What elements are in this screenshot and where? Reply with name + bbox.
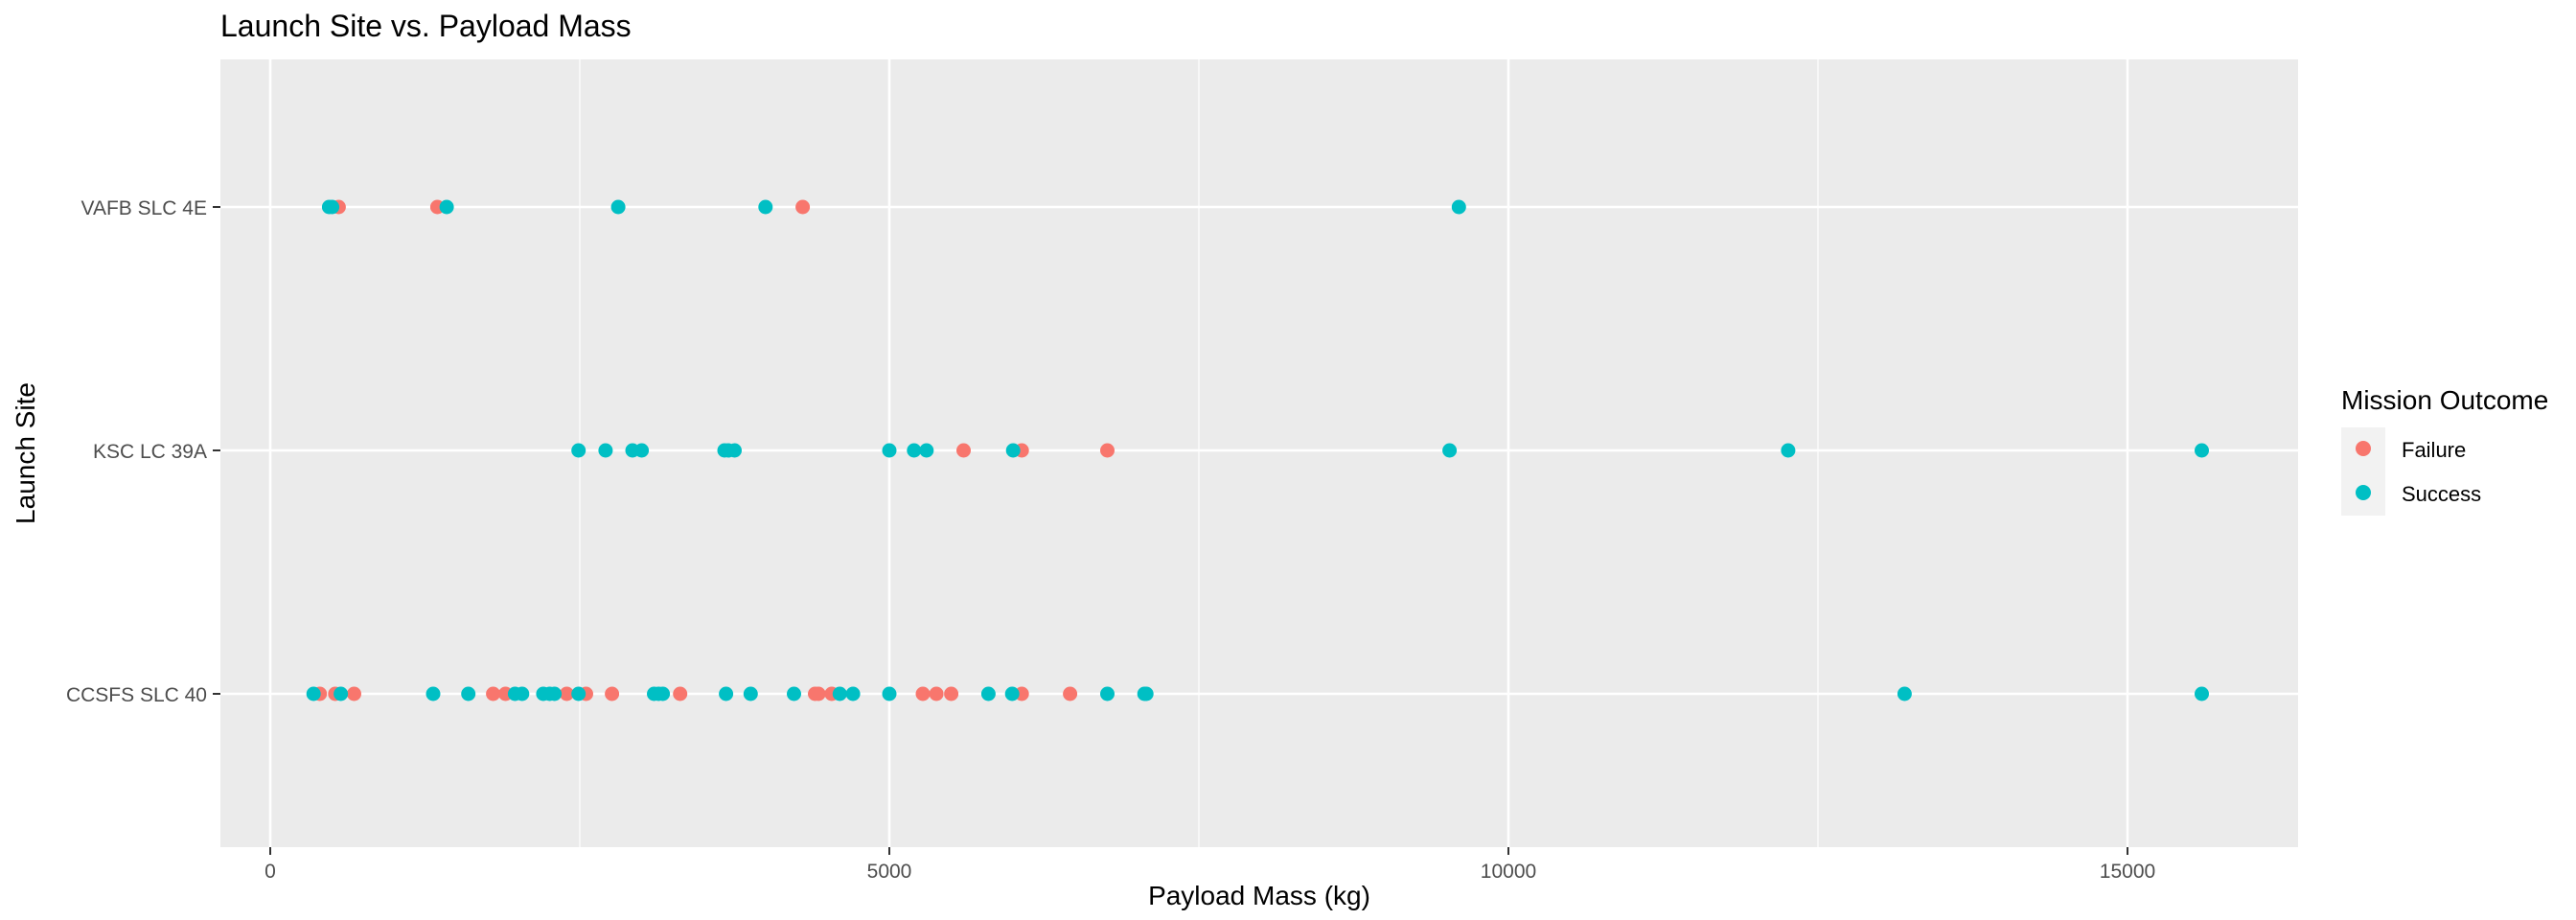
data-point-success — [907, 443, 922, 458]
data-point-failure — [956, 443, 971, 458]
legend-success-swatch — [2356, 485, 2371, 500]
data-point-success — [1442, 443, 1458, 458]
chart-title: Launch Site vs. Payload Mass — [220, 9, 632, 43]
data-point-success — [598, 443, 613, 458]
data-point-success — [832, 686, 847, 702]
data-point-success — [634, 443, 650, 458]
plot-panel — [220, 59, 2298, 847]
legend: Mission Outcome Failure Success — [2341, 385, 2548, 516]
data-point-failure — [811, 686, 826, 702]
data-point-failure — [1100, 443, 1115, 458]
data-point-failure — [559, 686, 574, 702]
x-tick-label: 15000 — [2100, 861, 2155, 883]
data-point-success — [1100, 686, 1115, 702]
data-point-success — [439, 199, 454, 215]
data-point-success — [2195, 686, 2209, 702]
data-point-success — [845, 686, 861, 702]
data-point-failure — [795, 199, 811, 215]
data-point-failure — [605, 686, 620, 702]
data-point-success — [610, 199, 626, 215]
data-point-success — [980, 686, 996, 702]
legend-title: Mission Outcome — [2341, 385, 2548, 415]
x-tick-label: 5000 — [867, 861, 912, 883]
data-point-success — [1897, 686, 1912, 702]
data-point-success — [334, 686, 349, 702]
data-point-failure — [347, 686, 361, 702]
data-point-success — [325, 199, 340, 215]
data-point-success — [919, 443, 934, 458]
y-tick-label: KSC LC 39A — [93, 441, 207, 463]
legend-key-bg — [2341, 427, 2385, 516]
data-point-success — [882, 686, 897, 702]
data-point-success — [1004, 686, 1020, 702]
data-point-success — [461, 686, 476, 702]
x-tick-label: 10000 — [1481, 861, 1536, 883]
x-tick-label: 0 — [264, 861, 276, 883]
legend-failure-label: Failure — [2402, 438, 2466, 462]
data-point-success — [743, 686, 758, 702]
data-point-success — [515, 686, 530, 702]
axes: 0 5000 10000 15000 CCSFS SLC 40 KSC LC 39A VAF… — [66, 197, 2155, 883]
data-point-success — [758, 199, 773, 215]
y-tick-label: VAFB SLC 4E — [81, 197, 208, 219]
data-point-success — [1781, 443, 1796, 458]
x-axis-title: Payload Mass (kg) — [1148, 881, 1370, 910]
y-axis-title: Launch Site — [11, 382, 40, 524]
data-point-success — [727, 443, 742, 458]
data-point-failure — [673, 686, 688, 702]
data-point-success — [571, 686, 586, 702]
data-point-success — [426, 686, 441, 702]
data-point-success — [1005, 443, 1021, 458]
legend-failure-swatch — [2356, 441, 2371, 456]
data-point-failure — [915, 686, 931, 702]
data-point-success — [306, 686, 321, 702]
data-point-failure — [1063, 686, 1078, 702]
data-point-success — [656, 686, 671, 702]
data-point-success — [719, 686, 734, 702]
data-point-success — [882, 443, 897, 458]
data-point-success — [2195, 443, 2209, 458]
data-point-success — [571, 443, 586, 458]
data-point-success — [1138, 686, 1154, 702]
data-point-failure — [944, 686, 959, 702]
data-point-success — [787, 686, 801, 702]
data-point-success — [1451, 199, 1466, 215]
data-point-success — [547, 686, 563, 702]
legend-success-label: Success — [2402, 482, 2481, 506]
data-point-failure — [929, 686, 944, 702]
data-point-failure — [486, 686, 501, 702]
y-tick-label: CCSFS SLC 40 — [66, 684, 207, 706]
data-points — [306, 199, 2209, 702]
